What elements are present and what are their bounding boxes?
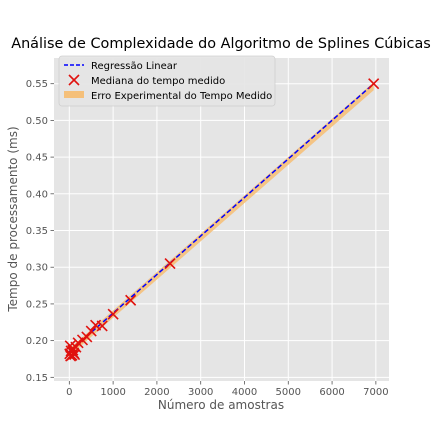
regression-line (68, 83, 375, 353)
median-point (368, 78, 380, 90)
legend-label-regression: Regressão Linear (91, 61, 178, 72)
median-point (81, 331, 93, 343)
legend-swatch-median (68, 74, 80, 86)
y-tick-label: 0.55 (26, 79, 48, 90)
y-tick-label: 0.35 (26, 226, 48, 237)
y-tick-label: 0.15 (26, 373, 48, 384)
median-point (96, 320, 108, 332)
line-layer (68, 83, 375, 353)
x-tick-label: 7000 (363, 387, 388, 398)
median-point (125, 294, 137, 306)
grid (54, 58, 389, 381)
y-axis-label: Tempo de processamento (ms) (6, 126, 20, 312)
legend-label-median: Mediana do tempo medido (91, 76, 225, 87)
x-tick-label: 5000 (276, 387, 301, 398)
x-tick-label: 3000 (188, 387, 213, 398)
y-tick-label: 0.45 (26, 153, 48, 164)
y-tick-label: 0.20 (26, 336, 48, 347)
median-point (164, 257, 176, 270)
x-tick-label: 6000 (319, 387, 344, 398)
x-tick-label: 2000 (144, 387, 169, 398)
x-tick-label: 4000 (232, 387, 257, 398)
x-tick-label: 0 (66, 387, 72, 398)
legend-swatch-error (64, 91, 84, 98)
x-tick-label: 1000 (100, 387, 125, 398)
median-point (85, 325, 97, 337)
x-axis-ticks: 0 1000 2000 3000 4000 5000 6000 7000 (66, 381, 389, 398)
marker-layer (64, 78, 380, 362)
y-axis-ticks: 0.15 0.20 0.25 0.30 0.35 0.40 0.45 0.50 0.55 (26, 79, 54, 384)
legend: Regressão Linear Mediana do tempo medido… (58, 55, 276, 107)
y-tick-label: 0.40 (26, 189, 48, 200)
y-tick-label: 0.25 (26, 299, 48, 310)
y-tick-label: 0.30 (26, 263, 48, 274)
y-tick-label: 0.50 (26, 116, 48, 127)
x-axis-label: Número de amostras (158, 398, 284, 412)
legend-label-error: Erro Experimental do Tempo Medido (91, 91, 272, 102)
median-point (107, 308, 119, 320)
legend-box (58, 55, 276, 107)
chart-title: Análise de Complexidade do Algoritmo de … (11, 36, 431, 52)
